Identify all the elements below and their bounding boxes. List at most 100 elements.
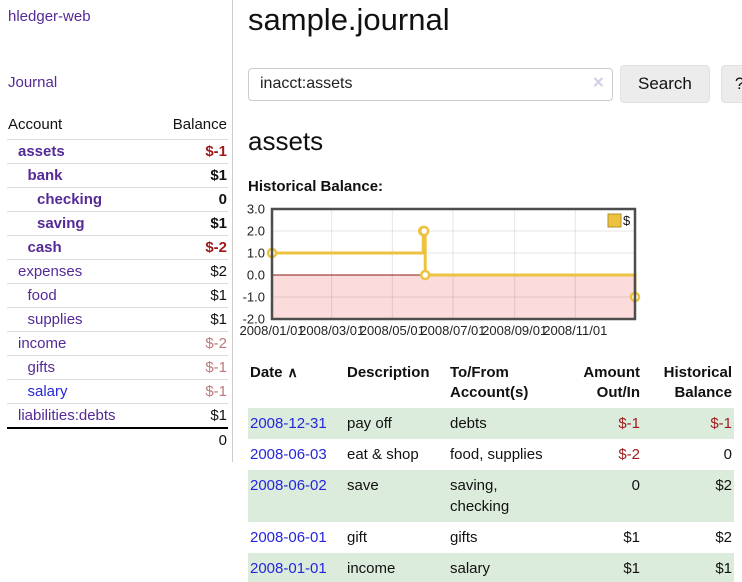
accounts-total-spacer [7,427,153,452]
account-cell: cash [7,235,153,260]
account-cell: salary [7,379,153,404]
help-button[interactable]: ? [720,65,742,103]
account-cell: food [7,283,153,308]
account-link-supplies[interactable]: supplies [27,311,83,328]
x-axis-tick-label: 2008/09/01 [482,323,547,338]
brand-link[interactable]: hledger-web [8,8,91,25]
account-balance: $-1 [152,379,228,404]
x-axis-tick-label: 2008/05/01 [360,323,425,338]
transaction-amount: $1 [623,528,640,546]
accounts-total-row: 0 [7,427,228,452]
accounts-table-header: Account Balance [7,113,228,140]
transaction-row: 2008-06-01 gift gifts $1 $2 [248,522,734,553]
main-content: sample.journal × Search ? assets Histori… [233,0,742,582]
transaction-balance: $2 [715,528,732,546]
transaction-date-link[interactable]: 2008-01-01 [250,559,327,577]
account-row: cash $-2 [7,235,228,260]
account-cell: supplies [7,307,153,332]
register-col-accounts: To/From Account(s) [450,364,529,402]
account-link-income[interactable]: income [18,335,67,352]
chart-title: Historical Balance: [248,178,384,195]
account-row: saving $1 [7,211,228,236]
transaction-date-cell: 2008-12-31 [248,407,345,439]
legend-label: $ [623,213,631,228]
account-link-checking[interactable]: checking [37,191,103,208]
account-balance: 0 [152,187,228,212]
account-link-cash[interactable]: cash [27,239,62,256]
account-link-bank[interactable]: bank [27,167,63,184]
transaction-amount: $-2 [618,445,640,463]
transaction-date-cell: 2008-06-01 [248,522,345,553]
account-link-liabilities-debts[interactable]: liabilities:debts [18,407,116,424]
account-link-food[interactable]: food [27,287,57,304]
transaction-balance: $-1 [642,407,734,439]
account-row: food $1 [7,283,228,308]
account-row: liabilities:debts $1 [7,403,228,428]
historical-balance-chart-svg: $3.0 2.0 1.0 0.0 -1.0 -2.02008/01/012008/03/0… [239,202,641,338]
transaction-accounts: gifts [450,528,478,546]
transaction-amount: $1 [560,552,642,582]
register-table-body: 2008-12-31 pay off debts $-1 $-1 2008-06-03 ea… [248,407,734,582]
account-balance: $-2 [152,331,228,356]
account-cell: expenses [7,259,153,284]
search-button[interactable]: Search [620,65,710,103]
account-link-gifts[interactable]: gifts [27,359,56,376]
transaction-accounts: debts [448,407,560,439]
account-cell: bank [7,163,153,188]
transaction-row: 2008-12-31 pay off debts $-1 $-1 [248,407,734,439]
register-col-balance: Historical Balance [663,364,732,402]
account-balance: $1 [152,403,228,428]
sidebar: hledger-web Journal Account Balance asse… [0,0,233,462]
y-axis-tick-label: 3.0 [247,202,265,217]
account-link-assets[interactable]: assets [18,143,65,160]
transaction-accounts: food, supplies [450,445,543,463]
data-point-marker [419,269,431,281]
account-balance: $1 [152,163,228,188]
search-input[interactable] [248,67,613,101]
account-balance: $1 [152,211,228,236]
account-row: gifts $-1 [7,355,228,380]
register-header-row: Date ∧ Description To/From Account(s) Amo… [248,361,734,408]
transaction-date-link[interactable]: 2008-12-31 [250,414,327,432]
register-col-amount: Amount Out/In [583,364,640,402]
y-axis-tick-label: 1.0 [247,246,265,261]
account-row: bank $1 [7,163,228,188]
plot-border [270,207,637,321]
transaction-date-link[interactable]: 2008-06-03 [250,445,327,463]
transaction-row: 2008-01-01 income salary $1 $1 [248,552,734,582]
account-row: supplies $1 [7,307,228,332]
account-cell: assets [7,139,153,164]
transaction-date-link[interactable]: 2008-06-01 [250,528,327,546]
y-axis-tick-label: -2.0 [243,312,265,327]
accounts-col-balance: Balance [172,116,227,133]
accounts-table: Account Balance assets $-1 bank $1 checking 0… [7,113,228,452]
account-row: expenses $2 [7,259,228,284]
sidebar-item-journal[interactable]: Journal [8,74,58,91]
search-row: × Search ? [248,65,742,103]
account-link-saving[interactable]: saving [37,215,85,232]
account-link-expenses[interactable]: expenses [18,263,83,280]
x-axis-tick-label: 2008/07/01 [420,323,485,338]
y-axis-tick-label: 0.0 [247,268,265,283]
transaction-row: 2008-06-03 eat & shop food, supplies $-2 0 [248,439,734,470]
transaction-balance: 0 [723,445,732,463]
clear-search-icon[interactable]: × [592,72,604,94]
transaction-description: save [345,469,448,522]
transaction-amount: $-1 [560,407,642,439]
account-heading: assets [248,126,324,156]
transaction-date-link[interactable]: 2008-06-02 [250,476,327,494]
transaction-amount: 0 [560,469,642,522]
historical-balance-chart: $3.0 2.0 1.0 0.0 -1.0 -2.0 2008/01/01 2008/03/0… [239,202,742,344]
account-balance: $1 [152,283,228,308]
transaction-balance: $1 [642,552,734,582]
legend-swatch [607,213,622,228]
account-row: assets $-1 [7,139,228,164]
transaction-description: eat & shop [347,445,419,463]
account-link-salary[interactable]: salary [27,383,68,400]
register-col-date[interactable]: Date ∧ [250,364,298,381]
y-axis-tick-label: 2.0 [247,224,265,239]
transaction-description: income [345,552,448,582]
account-row: salary $-1 [7,379,228,404]
transaction-date-cell: 2008-06-02 [248,469,345,522]
